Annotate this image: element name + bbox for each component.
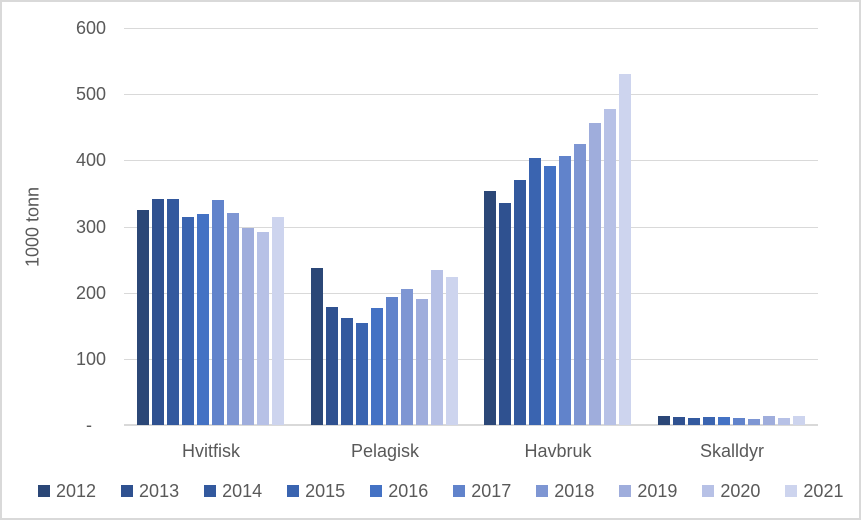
bar-havbruk-2013 xyxy=(499,203,511,425)
y-tick-label-100: 100 xyxy=(75,348,106,369)
bar-skalldyr-2018 xyxy=(748,419,760,425)
y-tick-label-300: 300 xyxy=(75,216,106,237)
legend-item-2016: 2016 xyxy=(370,482,428,500)
legend-item-2013: 2013 xyxy=(121,482,179,500)
bar-skalldyr-2016 xyxy=(718,417,730,425)
category-label-skalldyr: Skalldyr xyxy=(699,441,765,461)
legend-label: 2013 xyxy=(139,481,180,501)
bar-hvitfisk-2013 xyxy=(152,199,164,425)
legend-item-2019: 2019 xyxy=(619,482,677,500)
legend-item-2018: 2018 xyxy=(536,482,594,500)
legend-item-2017: 2017 xyxy=(453,482,511,500)
bar-hvitfisk-2020 xyxy=(257,232,269,425)
bar-pelagisk-2016 xyxy=(371,308,383,425)
bar-skalldyr-2015 xyxy=(703,417,715,425)
legend-label: 2021 xyxy=(803,481,844,501)
bar-pelagisk-2014 xyxy=(341,318,353,425)
legend: 2012 2013 2014 2015 2016 2017 2018 2019 2020 2021 xyxy=(38,482,843,500)
bar-havbruk-2015 xyxy=(529,158,541,425)
bar-pelagisk-2013 xyxy=(326,307,338,425)
bar-pelagisk-2021 xyxy=(446,277,458,425)
legend-label: 2017 xyxy=(471,481,512,501)
bar-havbruk-2017 xyxy=(559,156,571,425)
y-gridline-600 xyxy=(124,28,818,29)
legend-swatch-icon xyxy=(702,485,715,497)
bar-havbruk-2014 xyxy=(514,180,526,425)
bar-skalldyr-2012 xyxy=(658,416,670,425)
bar-pelagisk-2020 xyxy=(431,270,443,425)
legend-label: 2018 xyxy=(554,481,595,501)
y-gridline-400 xyxy=(124,160,818,162)
legend-label: 2020 xyxy=(720,481,761,501)
legend-swatch-icon xyxy=(536,485,549,497)
y-gridline-300 xyxy=(124,226,818,228)
category-label-pelagisk: Pelagisk xyxy=(350,441,420,461)
legend-item-2021: 2021 xyxy=(785,482,843,500)
y-gridline-200 xyxy=(124,292,818,294)
y-tick-label-500: 500 xyxy=(75,84,106,105)
legend-swatch-icon xyxy=(38,485,50,497)
bar-hvitfisk-2021 xyxy=(272,217,284,425)
bar-hvitfisk-2012 xyxy=(137,210,149,425)
legend-swatch-icon xyxy=(453,485,466,497)
legend-item-2015: 2015 xyxy=(287,482,345,500)
bar-hvitfisk-2017 xyxy=(212,200,224,425)
bar-hvitfisk-2019 xyxy=(242,228,254,425)
legend-item-2014: 2014 xyxy=(204,482,262,500)
y-gridline-500 xyxy=(124,94,818,96)
legend-item-2020: 2020 xyxy=(702,482,760,500)
y-tick-label-200: 200 xyxy=(75,282,106,303)
bar-hvitfisk-2018 xyxy=(227,213,239,425)
bar-havbruk-2020 xyxy=(604,109,616,425)
bar-skalldyr-2014 xyxy=(688,418,700,425)
bar-pelagisk-2015 xyxy=(356,323,368,425)
y-tick-label-0: - xyxy=(86,415,92,435)
bar-skalldyr-2017 xyxy=(733,418,745,425)
legend-label: 2014 xyxy=(222,481,263,501)
legend-label: 2016 xyxy=(388,481,429,501)
bar-havbruk-2019 xyxy=(589,123,601,425)
category-label-hvitfisk: Hvitfisk xyxy=(182,441,240,461)
bar-hvitfisk-2015 xyxy=(182,217,194,425)
bar-hvitfisk-2014 xyxy=(167,199,179,425)
y-tick-label-400: 400 xyxy=(75,150,106,171)
legend-swatch-icon xyxy=(785,485,798,497)
bar-havbruk-2012 xyxy=(484,191,496,425)
y-tick-label-600: 600 xyxy=(75,18,106,38)
legend-swatch-icon xyxy=(370,485,383,497)
bar-hvitfisk-2016 xyxy=(197,214,209,425)
bar-pelagisk-2018 xyxy=(401,289,413,425)
legend-swatch-icon xyxy=(287,485,300,497)
bar-pelagisk-2019 xyxy=(416,299,428,425)
bar-havbruk-2016 xyxy=(544,166,556,425)
bar-skalldyr-2019 xyxy=(763,416,775,425)
x-axis-line xyxy=(124,424,818,426)
legend-swatch-icon xyxy=(204,485,217,497)
category-label-havbruk: Havbruk xyxy=(524,441,592,461)
bar-skalldyr-2020 xyxy=(778,418,790,425)
legend-label: 2015 xyxy=(305,481,346,501)
legend-label: 2019 xyxy=(637,481,678,501)
legend-label: 2012 xyxy=(56,481,97,501)
bar-skalldyr-2013 xyxy=(673,417,685,425)
y-gridline-100 xyxy=(124,358,818,360)
bar-skalldyr-2021 xyxy=(793,416,805,425)
legend-swatch-icon xyxy=(619,485,632,497)
bar-pelagisk-2012 xyxy=(311,268,323,425)
legend-swatch-icon xyxy=(121,485,134,497)
bar-pelagisk-2017 xyxy=(386,297,398,425)
legend-item-2012: 2012 xyxy=(38,482,96,500)
bar-havbruk-2018 xyxy=(574,144,586,425)
bar-havbruk-2021 xyxy=(619,74,631,425)
